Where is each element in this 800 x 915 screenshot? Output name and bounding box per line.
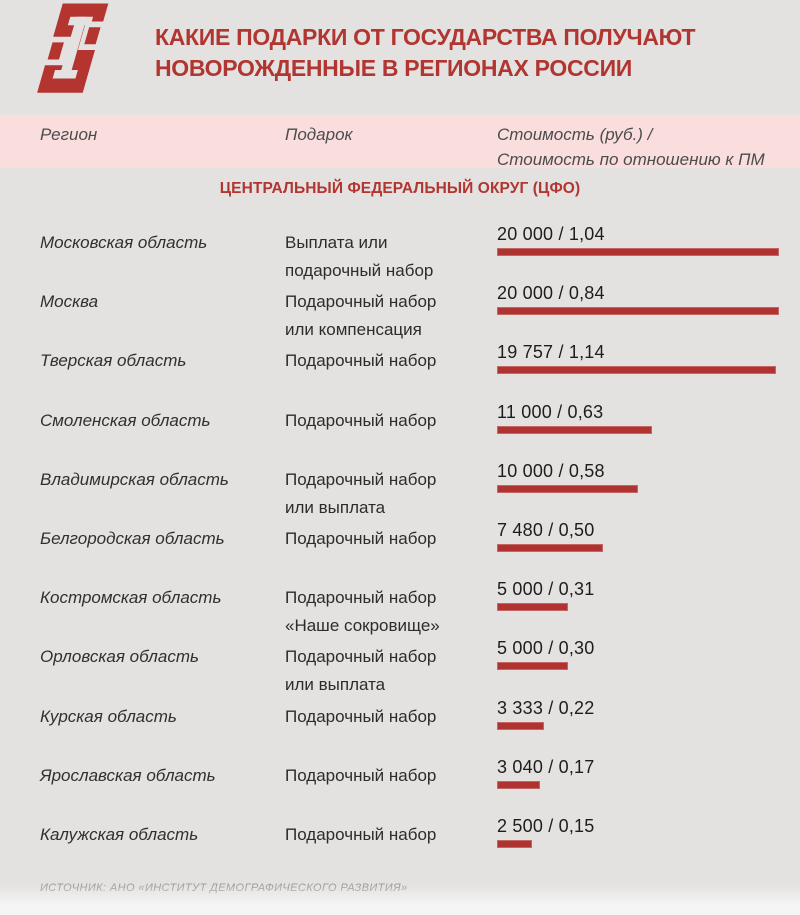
value-label: 2 500 / 0,15 bbox=[497, 815, 595, 836]
value-cell: 5 000 / 0,30 bbox=[497, 638, 775, 699]
column-header-value-line2: Стоимость по отношению к ПМ bbox=[497, 150, 765, 169]
value-bar bbox=[497, 839, 533, 848]
section-title: ЦЕНТРАЛЬНЫЙ ФЕДЕРАЛЬНЫЙ ОКРУГ (ЦФО) bbox=[219, 180, 581, 197]
value-label: 20 000 / 0,84 bbox=[497, 283, 605, 304]
table-row: Калужская область Подарочный набор 2 500… bbox=[0, 816, 775, 877]
page-title: КАКИЕ ПОДАРКИ ОТ ГОСУДАРСТВА ПОЛУЧАЮТ НО… bbox=[155, 22, 780, 84]
table-row: Курская область Подарочный набор 3 333 /… bbox=[0, 698, 775, 759]
table-row: Орловская область Подарочный набор или в… bbox=[0, 638, 775, 699]
column-header-value: Стоимость (руб.) / Стоимость по отношени… bbox=[497, 122, 800, 172]
value-cell: 7 480 / 0,50 bbox=[497, 520, 775, 581]
region-name: Ярославская область bbox=[40, 765, 216, 785]
value-bar bbox=[497, 307, 779, 316]
gift-description: Подарочный набор или компенсация bbox=[285, 292, 437, 340]
region-name: Тверская область bbox=[40, 351, 187, 371]
gift-description: Подарочный набор или выплата bbox=[285, 647, 437, 695]
column-header-gift: Подарок bbox=[285, 125, 353, 144]
table-row: Белгородская область Подарочный набор 7 … bbox=[0, 520, 775, 581]
table-row: Московская область Выплата или подарочны… bbox=[0, 224, 779, 285]
region-name: Калужская область bbox=[40, 824, 199, 844]
value-cell: 3 333 / 0,22 bbox=[497, 698, 775, 759]
value-label: 7 480 / 0,50 bbox=[497, 519, 595, 540]
value-label: 3 333 / 0,22 bbox=[497, 697, 595, 718]
page-title-line2: НОВОРОЖДЕННЫЕ В РЕГИОНАХ РОССИИ bbox=[155, 55, 633, 81]
value-label: 3 040 / 0,17 bbox=[497, 756, 595, 777]
region-name: Московская область bbox=[40, 233, 208, 252]
value-bar bbox=[497, 721, 544, 730]
region-name: Владимирская область bbox=[40, 469, 229, 489]
value-bar bbox=[497, 248, 779, 256]
region-name: Смоленская область bbox=[40, 410, 211, 430]
gift-description: Подарочный набор «Наше сокровище» bbox=[285, 588, 440, 636]
gift-description: Подарочный набор bbox=[285, 824, 437, 844]
region-name: Курская область bbox=[40, 706, 177, 726]
value-label: 10 000 / 0,58 bbox=[497, 460, 605, 481]
value-bar bbox=[497, 780, 540, 789]
value-bar bbox=[497, 543, 603, 552]
value-label: 20 000 / 1,04 bbox=[497, 224, 605, 244]
publisher-logo-icon bbox=[37, 3, 109, 93]
value-cell: 3 040 / 0,17 bbox=[497, 757, 775, 818]
gift-description: Выплата или подарочный набор bbox=[285, 233, 434, 280]
table-row: Москва Подарочный набор или компенсация … bbox=[0, 283, 779, 344]
value-label: 5 000 / 0,30 bbox=[497, 638, 595, 659]
value-bar bbox=[497, 603, 568, 612]
value-cell: 19 757 / 1,14 bbox=[497, 342, 776, 403]
header: КАКИЕ ПОДАРКИ ОТ ГОСУДАРСТВА ПОЛУЧАЮТ НО… bbox=[0, 0, 800, 115]
page-title-line1: КАКИЕ ПОДАРКИ ОТ ГОСУДАРСТВА ПОЛУЧАЮТ bbox=[155, 24, 696, 50]
value-cell: 11 000 / 0,63 bbox=[497, 402, 775, 463]
gift-description: Подарочный набор bbox=[285, 765, 437, 785]
value-bar bbox=[497, 662, 568, 671]
region-name: Орловская область bbox=[40, 647, 199, 667]
value-bar bbox=[497, 425, 653, 434]
region-name: Костромская область bbox=[40, 588, 222, 608]
bottom-fade-strip bbox=[0, 885, 800, 915]
value-cell: 10 000 / 0,58 bbox=[497, 461, 775, 522]
value-cell: 20 000 / 1,04 bbox=[497, 224, 779, 285]
table-row: Тверская область Подарочный набор 19 757… bbox=[0, 342, 776, 403]
column-header-band: Регион Подарок Стоимость (руб.) / Стоимо… bbox=[0, 115, 800, 169]
value-label: 11 000 / 0,63 bbox=[497, 401, 604, 422]
gift-description: Подарочный набор bbox=[285, 410, 437, 430]
gift-description: Подарочный набор или выплата bbox=[285, 469, 437, 517]
value-bar bbox=[497, 484, 638, 493]
gift-description: Подарочный набор bbox=[285, 706, 437, 726]
value-cell: 20 000 / 0,84 bbox=[497, 283, 779, 344]
value-label: 5 000 / 0,31 bbox=[497, 579, 595, 600]
region-name: Белгородская область bbox=[40, 528, 225, 548]
value-label: 19 757 / 1,14 bbox=[497, 342, 605, 363]
value-bar bbox=[497, 366, 776, 375]
gift-description: Подарочный набор bbox=[285, 351, 437, 371]
table-body: Московская область Выплата или подарочны… bbox=[0, 224, 779, 877]
region-name: Москва bbox=[40, 292, 99, 312]
value-cell: 2 500 / 0,15 bbox=[497, 816, 775, 877]
table-row: Костромская область Подарочный набор «На… bbox=[0, 579, 775, 640]
table-row: Ярославская область Подарочный набор 3 0… bbox=[0, 757, 775, 818]
gift-description: Подарочный набор bbox=[285, 528, 437, 548]
column-header-region: Регион bbox=[40, 125, 98, 144]
table-row: Владимирская область Подарочный набор ил… bbox=[0, 461, 775, 522]
table-row: Смоленская область Подарочный набор 11 0… bbox=[0, 402, 775, 463]
value-cell: 5 000 / 0,31 bbox=[497, 579, 775, 640]
column-header-value-line1: Стоимость (руб.) / bbox=[497, 125, 653, 144]
